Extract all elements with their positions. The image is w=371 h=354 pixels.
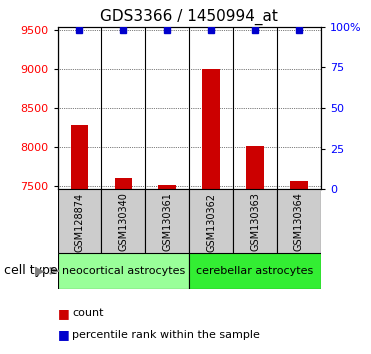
- Bar: [290, 181, 308, 189]
- Text: neocortical astrocytes: neocortical astrocytes: [62, 266, 185, 276]
- Bar: [189, 253, 321, 289]
- Text: GSM128874: GSM128874: [75, 193, 85, 252]
- Bar: [277, 189, 321, 253]
- Text: ■: ■: [58, 328, 69, 341]
- Text: ■: ■: [58, 307, 69, 320]
- Bar: [145, 189, 189, 253]
- Title: GDS3366 / 1450994_at: GDS3366 / 1450994_at: [100, 9, 278, 25]
- Bar: [71, 125, 88, 189]
- Bar: [58, 189, 101, 253]
- Bar: [115, 178, 132, 189]
- Text: cerebellar astrocytes: cerebellar astrocytes: [196, 266, 314, 276]
- Text: ▶: ▶: [35, 264, 45, 277]
- Text: count: count: [72, 308, 104, 318]
- Bar: [233, 189, 277, 253]
- Text: percentile rank within the sample: percentile rank within the sample: [72, 330, 260, 339]
- Bar: [189, 189, 233, 253]
- Bar: [203, 69, 220, 189]
- Bar: [101, 189, 145, 253]
- Text: GSM130362: GSM130362: [206, 193, 216, 252]
- Text: GSM130340: GSM130340: [118, 193, 128, 251]
- Bar: [158, 185, 176, 189]
- Bar: [246, 146, 264, 189]
- Text: GSM130364: GSM130364: [294, 193, 304, 251]
- Bar: [58, 253, 189, 289]
- Text: GSM130361: GSM130361: [162, 193, 172, 251]
- Text: GSM130363: GSM130363: [250, 193, 260, 251]
- Text: cell type: cell type: [4, 264, 58, 277]
